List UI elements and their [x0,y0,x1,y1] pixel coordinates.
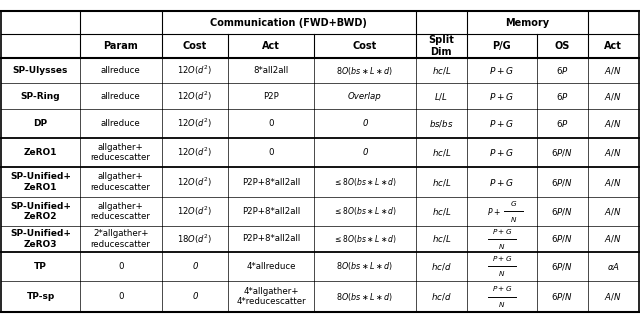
Text: $P +$: $P +$ [487,206,501,217]
Text: $hc/L$: $hc/L$ [431,233,451,244]
Text: $A/N$: $A/N$ [604,233,622,244]
Text: 0: 0 [268,119,274,128]
Text: SP-Unified+
ZeRO2: SP-Unified+ ZeRO2 [10,202,71,221]
Text: $A/N$: $A/N$ [604,91,622,101]
Text: $6P/N$: $6P/N$ [552,177,573,188]
Text: P2P+8*all2all: P2P+8*all2all [242,178,300,187]
Text: $6P$: $6P$ [556,91,569,101]
Text: $hc/d$: $hc/d$ [431,261,452,272]
Text: 4*allgather+
4*reducescatter: 4*allgather+ 4*reducescatter [236,287,306,306]
Text: 0: 0 [268,148,274,157]
Text: Param: Param [103,41,138,51]
Text: $bs/bs$: $bs/bs$ [429,118,454,129]
Text: Memory: Memory [505,18,549,28]
Text: P2P+8*all2all: P2P+8*all2all [242,234,300,244]
Text: $12O(d^2)$: $12O(d^2)$ [177,89,212,103]
Text: 0: 0 [192,262,198,271]
Text: $hc/L$: $hc/L$ [431,65,451,76]
Text: P2P+8*all2all: P2P+8*all2all [242,207,300,216]
Text: $A/N$: $A/N$ [604,118,622,129]
Text: DP: DP [33,119,47,128]
Text: $N$: $N$ [498,269,506,278]
Text: 0: 0 [362,148,368,157]
Text: Overlap: Overlap [348,92,382,100]
Text: $N$: $N$ [498,242,506,251]
Text: SP-Unified+
ZeRO3: SP-Unified+ ZeRO3 [10,229,71,249]
Text: $G$: $G$ [509,199,517,208]
Text: OS: OS [555,41,570,51]
Text: $6P$: $6P$ [556,118,569,129]
Text: 4*allreduce: 4*allreduce [246,262,296,271]
Text: $12O(d^2)$: $12O(d^2)$ [177,117,212,130]
Text: Split
Dim: Split Dim [428,35,454,57]
Text: allgather+
reducescatter: allgather+ reducescatter [91,143,150,163]
Text: $8O(bs \ast L \ast d)$: $8O(bs \ast L \ast d)$ [337,260,394,272]
Text: $hc/L$: $hc/L$ [431,177,451,188]
Text: $P+G$: $P+G$ [492,227,512,236]
Text: SP-Unified+
ZeRO1: SP-Unified+ ZeRO1 [10,172,71,192]
Text: allgather+
reducescatter: allgather+ reducescatter [91,202,150,221]
Text: 8*all2all: 8*all2all [253,66,289,75]
Text: Cost: Cost [183,41,207,51]
Text: $L/L$: $L/L$ [434,91,448,101]
Text: $A/N$: $A/N$ [604,65,622,76]
Text: $6P/N$: $6P/N$ [552,233,573,244]
Text: $6P$: $6P$ [556,65,569,76]
Text: $8O(bs \ast L \ast d)$: $8O(bs \ast L \ast d)$ [337,291,394,303]
Text: Act: Act [262,41,280,51]
Text: $\alpha A$: $\alpha A$ [607,261,620,272]
Text: $12O(d^2)$: $12O(d^2)$ [177,205,212,218]
Text: allgather+
reducescatter: allgather+ reducescatter [91,172,150,192]
Text: $\leq 8O(bs \ast L \ast d)$: $\leq 8O(bs \ast L \ast d)$ [333,205,397,218]
Text: 2*allgather+
reducescatter: 2*allgather+ reducescatter [91,229,150,249]
Text: P2P: P2P [263,92,279,100]
Text: TP: TP [34,262,47,271]
Text: $P + G$: $P + G$ [490,118,515,129]
Text: Communication (FWD+BWD): Communication (FWD+BWD) [211,18,367,28]
Text: $P + G$: $P + G$ [490,177,515,188]
Text: $P + G$: $P + G$ [490,147,515,158]
Text: 0: 0 [118,292,124,301]
Text: $12O(d^2)$: $12O(d^2)$ [177,175,212,189]
Text: $P + G$: $P + G$ [490,65,515,76]
Text: $12O(d^2)$: $12O(d^2)$ [177,64,212,77]
Text: $6P/N$: $6P/N$ [552,291,573,302]
Text: 0: 0 [362,119,368,128]
Text: $6P/N$: $6P/N$ [552,206,573,217]
Text: $A/N$: $A/N$ [604,291,622,302]
Text: $hc/L$: $hc/L$ [431,206,451,217]
Text: ZeRO1: ZeRO1 [24,148,58,157]
Text: Cost: Cost [353,41,377,51]
Text: allreduce: allreduce [101,119,141,128]
Text: P/G: P/G [493,41,511,51]
Text: $12O(d^2)$: $12O(d^2)$ [177,146,212,159]
Text: allreduce: allreduce [101,92,141,100]
Text: $A/N$: $A/N$ [604,147,622,158]
Text: allreduce: allreduce [101,66,141,75]
Text: $A/N$: $A/N$ [604,177,622,188]
Text: 0: 0 [192,292,198,301]
Text: $8O(bs \ast L \ast d)$: $8O(bs \ast L \ast d)$ [337,65,394,76]
Text: $P+G$: $P+G$ [492,254,512,263]
Text: $A/N$: $A/N$ [604,206,622,217]
Text: $\leq 8O(bs \ast L \ast d)$: $\leq 8O(bs \ast L \ast d)$ [333,233,397,245]
Text: $hc/L$: $hc/L$ [431,147,451,158]
Text: Act: Act [604,41,622,51]
Text: SP-Ulysses: SP-Ulysses [13,66,68,75]
Text: $18O(d^2)$: $18O(d^2)$ [177,232,212,245]
Text: $N$: $N$ [498,300,506,309]
Text: 0: 0 [118,262,124,271]
Text: $hc/d$: $hc/d$ [431,291,452,302]
Text: $P + G$: $P + G$ [490,91,515,101]
Text: SP-Ring: SP-Ring [20,92,60,100]
Text: TP-sp: TP-sp [26,292,54,301]
Text: $6P/N$: $6P/N$ [552,261,573,272]
Text: $\leq 8O(bs \ast L \ast d)$: $\leq 8O(bs \ast L \ast d)$ [333,176,397,188]
Text: $N$: $N$ [509,215,517,224]
Text: $P+G$: $P+G$ [492,284,512,293]
Text: $6P/N$: $6P/N$ [552,147,573,158]
